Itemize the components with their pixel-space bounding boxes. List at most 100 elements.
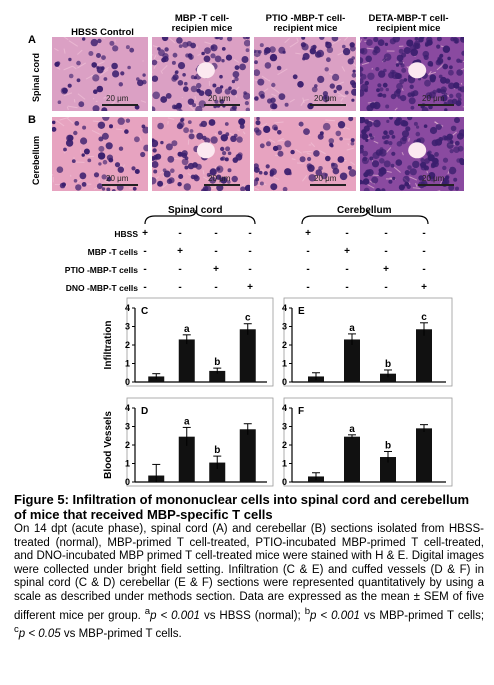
y-axis-title: Infiltration [103,321,114,370]
treatment-label: DNO -MBP-T cells [65,283,138,293]
bar [344,339,360,382]
treatment-sign: + [421,282,427,293]
y-tick-label: 4 [282,403,287,413]
y-axis-title: Blood Vessels [103,411,114,479]
treatment-sign: - [306,246,310,257]
group-label-spinal-cord: Spinal cord [168,205,223,216]
bar [416,428,432,482]
treatment-sign: + [142,228,148,239]
micrograph-cerebellum-2: 20 μm [152,117,250,191]
bracket-spinal [144,209,256,225]
chart-frame [283,297,453,387]
panel-letter: C [141,306,148,317]
treatment-brackets [144,209,429,225]
scale-label: 20 μm [106,94,129,103]
treatment-sign: - [306,282,310,293]
scale-label: 20 μm [422,94,445,103]
treatment-sign: - [384,246,388,257]
scale-bar [204,104,240,106]
treatment-label: HBSS [114,229,138,239]
treatment-label: MBP -T cells [87,247,138,257]
treatment-sign: - [143,246,147,257]
scale-bar [418,184,454,186]
bar [239,329,256,382]
column-header-ptio: PTIO -MBP-T cell- recipient mice [265,13,346,34]
scale-bar [102,184,138,186]
y-tick-label: 2 [282,440,287,450]
treatment-sign: + [344,246,350,257]
significance-label: b [214,445,220,456]
bar [344,436,360,482]
y-tick-label: 1 [125,459,130,469]
significance-label: b [214,357,220,368]
treatment-sign: - [248,264,252,275]
panel-letter: E [298,306,305,317]
treatment-sign: - [422,228,426,239]
scale-bar [204,184,240,186]
bar [178,436,195,482]
y-tick-label: 2 [125,440,130,450]
y-tick-label: 0 [125,477,130,487]
treatment-sign: - [345,228,349,239]
y-tick-label: 1 [282,359,287,369]
caption-body: On 14 dpt (acute phase), spinal cord (A)… [14,523,485,640]
treatment-sign: - [384,228,388,239]
treatment-sign: - [306,264,310,275]
scale-label: 20 μm [314,174,337,183]
treatment-sign: - [214,228,218,239]
scale-bar [310,104,346,106]
treatment-sign: - [422,246,426,257]
bar [209,370,226,382]
treatment-sign: - [214,246,218,257]
treatment-sign: - [178,282,182,293]
significance-label: a [349,424,355,435]
treatment-sign: + [383,264,389,275]
y-tick-label: 3 [125,422,130,432]
treatment-sign: - [214,282,218,293]
y-tick-label: 3 [282,422,287,432]
significance-label: a [349,323,355,334]
micrograph-spinal-4: 20 μm [360,37,464,111]
row-letter-a: A [28,34,36,46]
treatment-sign: - [143,282,147,293]
micrograph-cerebellum-4: 20 μm [360,117,464,191]
significance-label: a [184,416,190,427]
chart-frame [126,397,274,487]
scale-label: 20 μm [106,174,129,183]
significance-label: b [385,440,391,451]
column-header-hbss: HBSS Control [71,27,134,38]
y-tick-label: 3 [125,322,130,332]
treatment-sign: - [143,264,147,275]
significance-label: c [421,312,427,323]
significance-label: a [184,324,190,335]
panel-letter: D [141,406,148,417]
y-tick-label: 1 [125,359,130,369]
bar [209,462,226,482]
row-letter-b: B [28,114,36,126]
scale-label: 20 μm [208,174,231,183]
micrograph-spinal-2: 20 μm [152,37,250,111]
treatment-sign: - [422,264,426,275]
y-tick-label: 4 [125,403,130,413]
caption-title: Figure 5: Infiltration of mononuclear ce… [14,492,470,522]
chart-frame [283,397,453,487]
y-tick-label: 1 [282,459,287,469]
treatment-sign: - [178,228,182,239]
bar [239,429,256,482]
treatment-sign: - [345,264,349,275]
bar [416,329,432,382]
chart-frame [126,297,274,387]
treatment-sign: - [248,246,252,257]
significance-label: c [245,313,251,324]
y-tick-label: 4 [125,303,130,313]
scale-bar [418,104,454,106]
column-header-mbp: MBP -T cell- recipien mice [171,13,233,34]
y-tick-label: 0 [282,377,287,387]
treatment-sign: + [213,264,219,275]
scale-label: 20 μm [208,94,231,103]
bar [178,339,195,382]
treatment-sign: + [305,228,311,239]
y-tick-label: 3 [282,322,287,332]
treatment-label: PTIO -MBP-T cells [64,265,138,275]
